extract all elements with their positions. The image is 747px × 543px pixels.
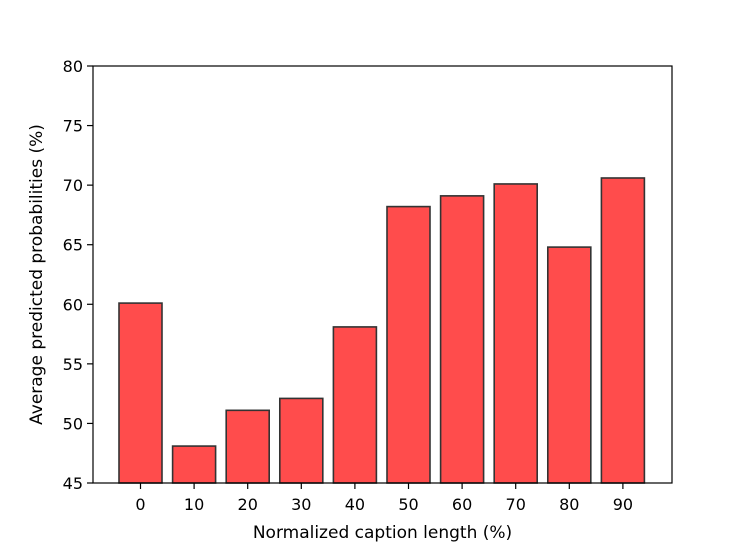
- x-tick-label: 30: [291, 495, 311, 514]
- y-tick-label: 50: [63, 414, 83, 433]
- x-axis-label: Normalized caption length (%): [253, 523, 512, 543]
- y-tick-label: 60: [63, 295, 83, 314]
- x-tick-label: 40: [345, 495, 365, 514]
- y-axis-label: Average predicted probabilities (%): [27, 124, 47, 425]
- bar-20: [225, 409, 270, 484]
- bar-30: [278, 397, 324, 484]
- x-tick-label: 90: [613, 495, 633, 514]
- bar-50: [386, 205, 431, 484]
- x-tick-label: 60: [452, 495, 472, 514]
- x-tick-label: 0: [135, 495, 145, 514]
- y-tick-label: 55: [63, 355, 83, 374]
- y-tick-label: 75: [63, 117, 83, 136]
- x-tick-label: 20: [238, 495, 258, 514]
- y-tick-label: 80: [63, 57, 83, 76]
- bar-70: [493, 183, 539, 484]
- x-axis-ticks: 0 10 20 30 40 50 60 70 80 90: [135, 483, 633, 514]
- bar-10: [171, 445, 217, 484]
- y-tick-label: 65: [63, 236, 83, 255]
- y-axis-ticks: 45 50 55 60 65 70 75 80: [63, 57, 93, 493]
- x-tick-label: 70: [506, 495, 526, 514]
- bars-layer: [118, 177, 646, 484]
- bar-40: [332, 326, 378, 484]
- x-tick-label: 50: [398, 495, 418, 514]
- plot-frame: [92, 65, 673, 484]
- bar-90: [600, 177, 646, 484]
- bar-60: [439, 195, 485, 484]
- y-tick-label: 45: [63, 474, 83, 493]
- bar-80: [546, 246, 592, 484]
- x-tick-label: 80: [559, 495, 579, 514]
- bar-0: [118, 302, 163, 484]
- y-tick-label: 70: [63, 176, 83, 195]
- x-tick-label: 10: [184, 495, 204, 514]
